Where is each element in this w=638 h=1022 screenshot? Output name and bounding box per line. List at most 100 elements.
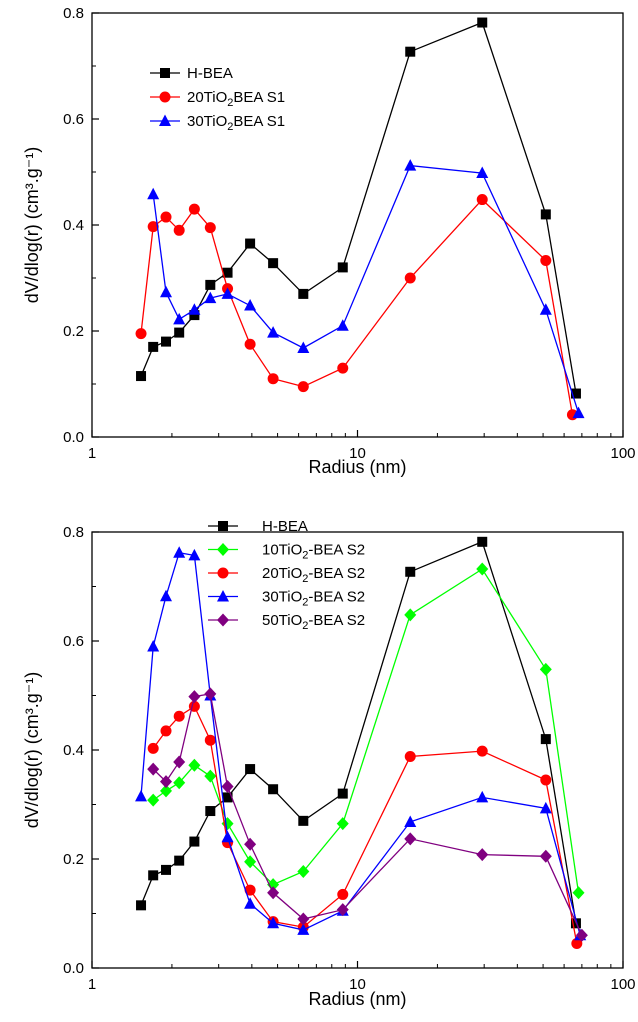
legend-label: H-BEA	[187, 65, 233, 82]
legend-label: 30TiO2-BEA S2	[262, 589, 365, 609]
data-point	[297, 341, 310, 353]
y-tick-label: 0.4	[63, 742, 84, 759]
data-point	[147, 221, 159, 233]
data-point	[404, 751, 416, 763]
data-point	[205, 279, 216, 290]
data-point	[297, 923, 310, 935]
legend-marker	[217, 613, 229, 627]
y-tick-label: 0.8	[63, 524, 84, 541]
data-point	[298, 288, 309, 299]
y-axis-title: dV/dlog(r) (cm³.g⁻¹)	[22, 147, 42, 304]
x-tick-label: 1	[88, 976, 96, 993]
data-point	[188, 548, 201, 561]
legend-label: 10TiO2-BEA S2	[262, 542, 365, 562]
data-point	[297, 912, 310, 926]
data-point	[404, 272, 416, 284]
data-point	[540, 209, 551, 220]
legend-label: H-BEA	[262, 518, 308, 535]
data-point	[244, 837, 257, 851]
plot-frame	[91, 12, 624, 438]
data-point	[297, 865, 310, 879]
chart-panel-1: 1 10 100 0.0 0.2 0.4 0.6 0.8 Radius (nm) dV/dlog(…	[22, 5, 636, 477]
y-tick-label: 0.6	[63, 111, 84, 128]
x-axis-title: Radius (nm)	[308, 457, 406, 477]
data-point	[221, 287, 234, 299]
data-point	[204, 687, 217, 701]
data-point	[245, 238, 256, 249]
data-point	[244, 897, 257, 909]
data-point	[404, 832, 417, 846]
data-point	[160, 285, 173, 298]
data-point	[268, 258, 279, 269]
data-point	[477, 17, 488, 28]
data-point	[267, 326, 280, 338]
y-tick-label: 0.2	[63, 323, 84, 340]
data-point	[476, 194, 488, 206]
data-point	[404, 815, 417, 827]
data-point	[148, 341, 159, 352]
data-point	[540, 774, 552, 786]
data-point	[221, 780, 234, 794]
data-point	[173, 546, 186, 558]
data-point	[476, 745, 488, 757]
series-3	[147, 159, 585, 419]
data-point	[189, 836, 200, 847]
legend-label: 50TiO2-BEA S2	[262, 612, 365, 632]
data-point	[173, 312, 186, 325]
data-point	[188, 758, 201, 772]
legend-label: 20TiO2-BEA S2	[262, 565, 365, 585]
legend: H-BEA 20TiO2BEA S1 30TiO2BEA S1	[150, 65, 285, 133]
data-point	[570, 388, 581, 399]
legend: H-BEA 10TiO2-BEA S2 20TiO2-BEA S2 30TiO2-BE…	[208, 518, 365, 632]
data-point	[476, 562, 489, 576]
legend-label: 20TiO2BEA S1	[187, 89, 285, 109]
legend-marker	[218, 521, 228, 531]
data-point	[572, 886, 585, 900]
data-point	[222, 267, 233, 278]
data-point	[539, 303, 552, 315]
data-point	[221, 830, 234, 843]
data-point	[147, 762, 160, 776]
y-tick-label: 0.0	[63, 960, 84, 977]
data-point	[571, 937, 583, 949]
x-tick-label: 10	[349, 445, 366, 462]
data-point	[174, 327, 185, 338]
data-point	[336, 817, 349, 831]
data-point	[161, 336, 172, 347]
data-point	[404, 608, 417, 622]
data-point	[540, 255, 552, 267]
legend-marker	[159, 91, 171, 103]
data-point	[147, 742, 159, 754]
data-point	[337, 362, 349, 374]
data-point	[404, 159, 417, 171]
legend-marker	[217, 590, 229, 602]
data-point	[476, 848, 489, 862]
data-point	[135, 789, 148, 802]
data-point	[476, 790, 489, 803]
data-point	[204, 291, 217, 304]
series-1	[136, 17, 581, 399]
data-point	[337, 788, 348, 799]
x-tick-label: 100	[610, 976, 635, 993]
data-point	[147, 793, 160, 807]
data-point	[173, 224, 185, 236]
data-point	[148, 870, 159, 881]
data-point	[572, 406, 585, 419]
data-point	[161, 864, 172, 875]
data-point	[173, 776, 186, 790]
y-tick-label: 0.8	[63, 5, 84, 22]
data-point	[336, 903, 349, 917]
data-point	[204, 734, 216, 746]
data-point	[173, 755, 186, 769]
legend-marker	[160, 68, 170, 78]
data-point	[540, 734, 551, 745]
series-3	[147, 700, 583, 949]
data-point	[575, 928, 588, 942]
data-point	[539, 849, 552, 863]
y-tick-label: 0.0	[63, 429, 84, 446]
data-point	[268, 784, 279, 795]
data-point	[539, 662, 552, 676]
series-line	[152, 705, 578, 944]
data-point	[160, 589, 173, 602]
